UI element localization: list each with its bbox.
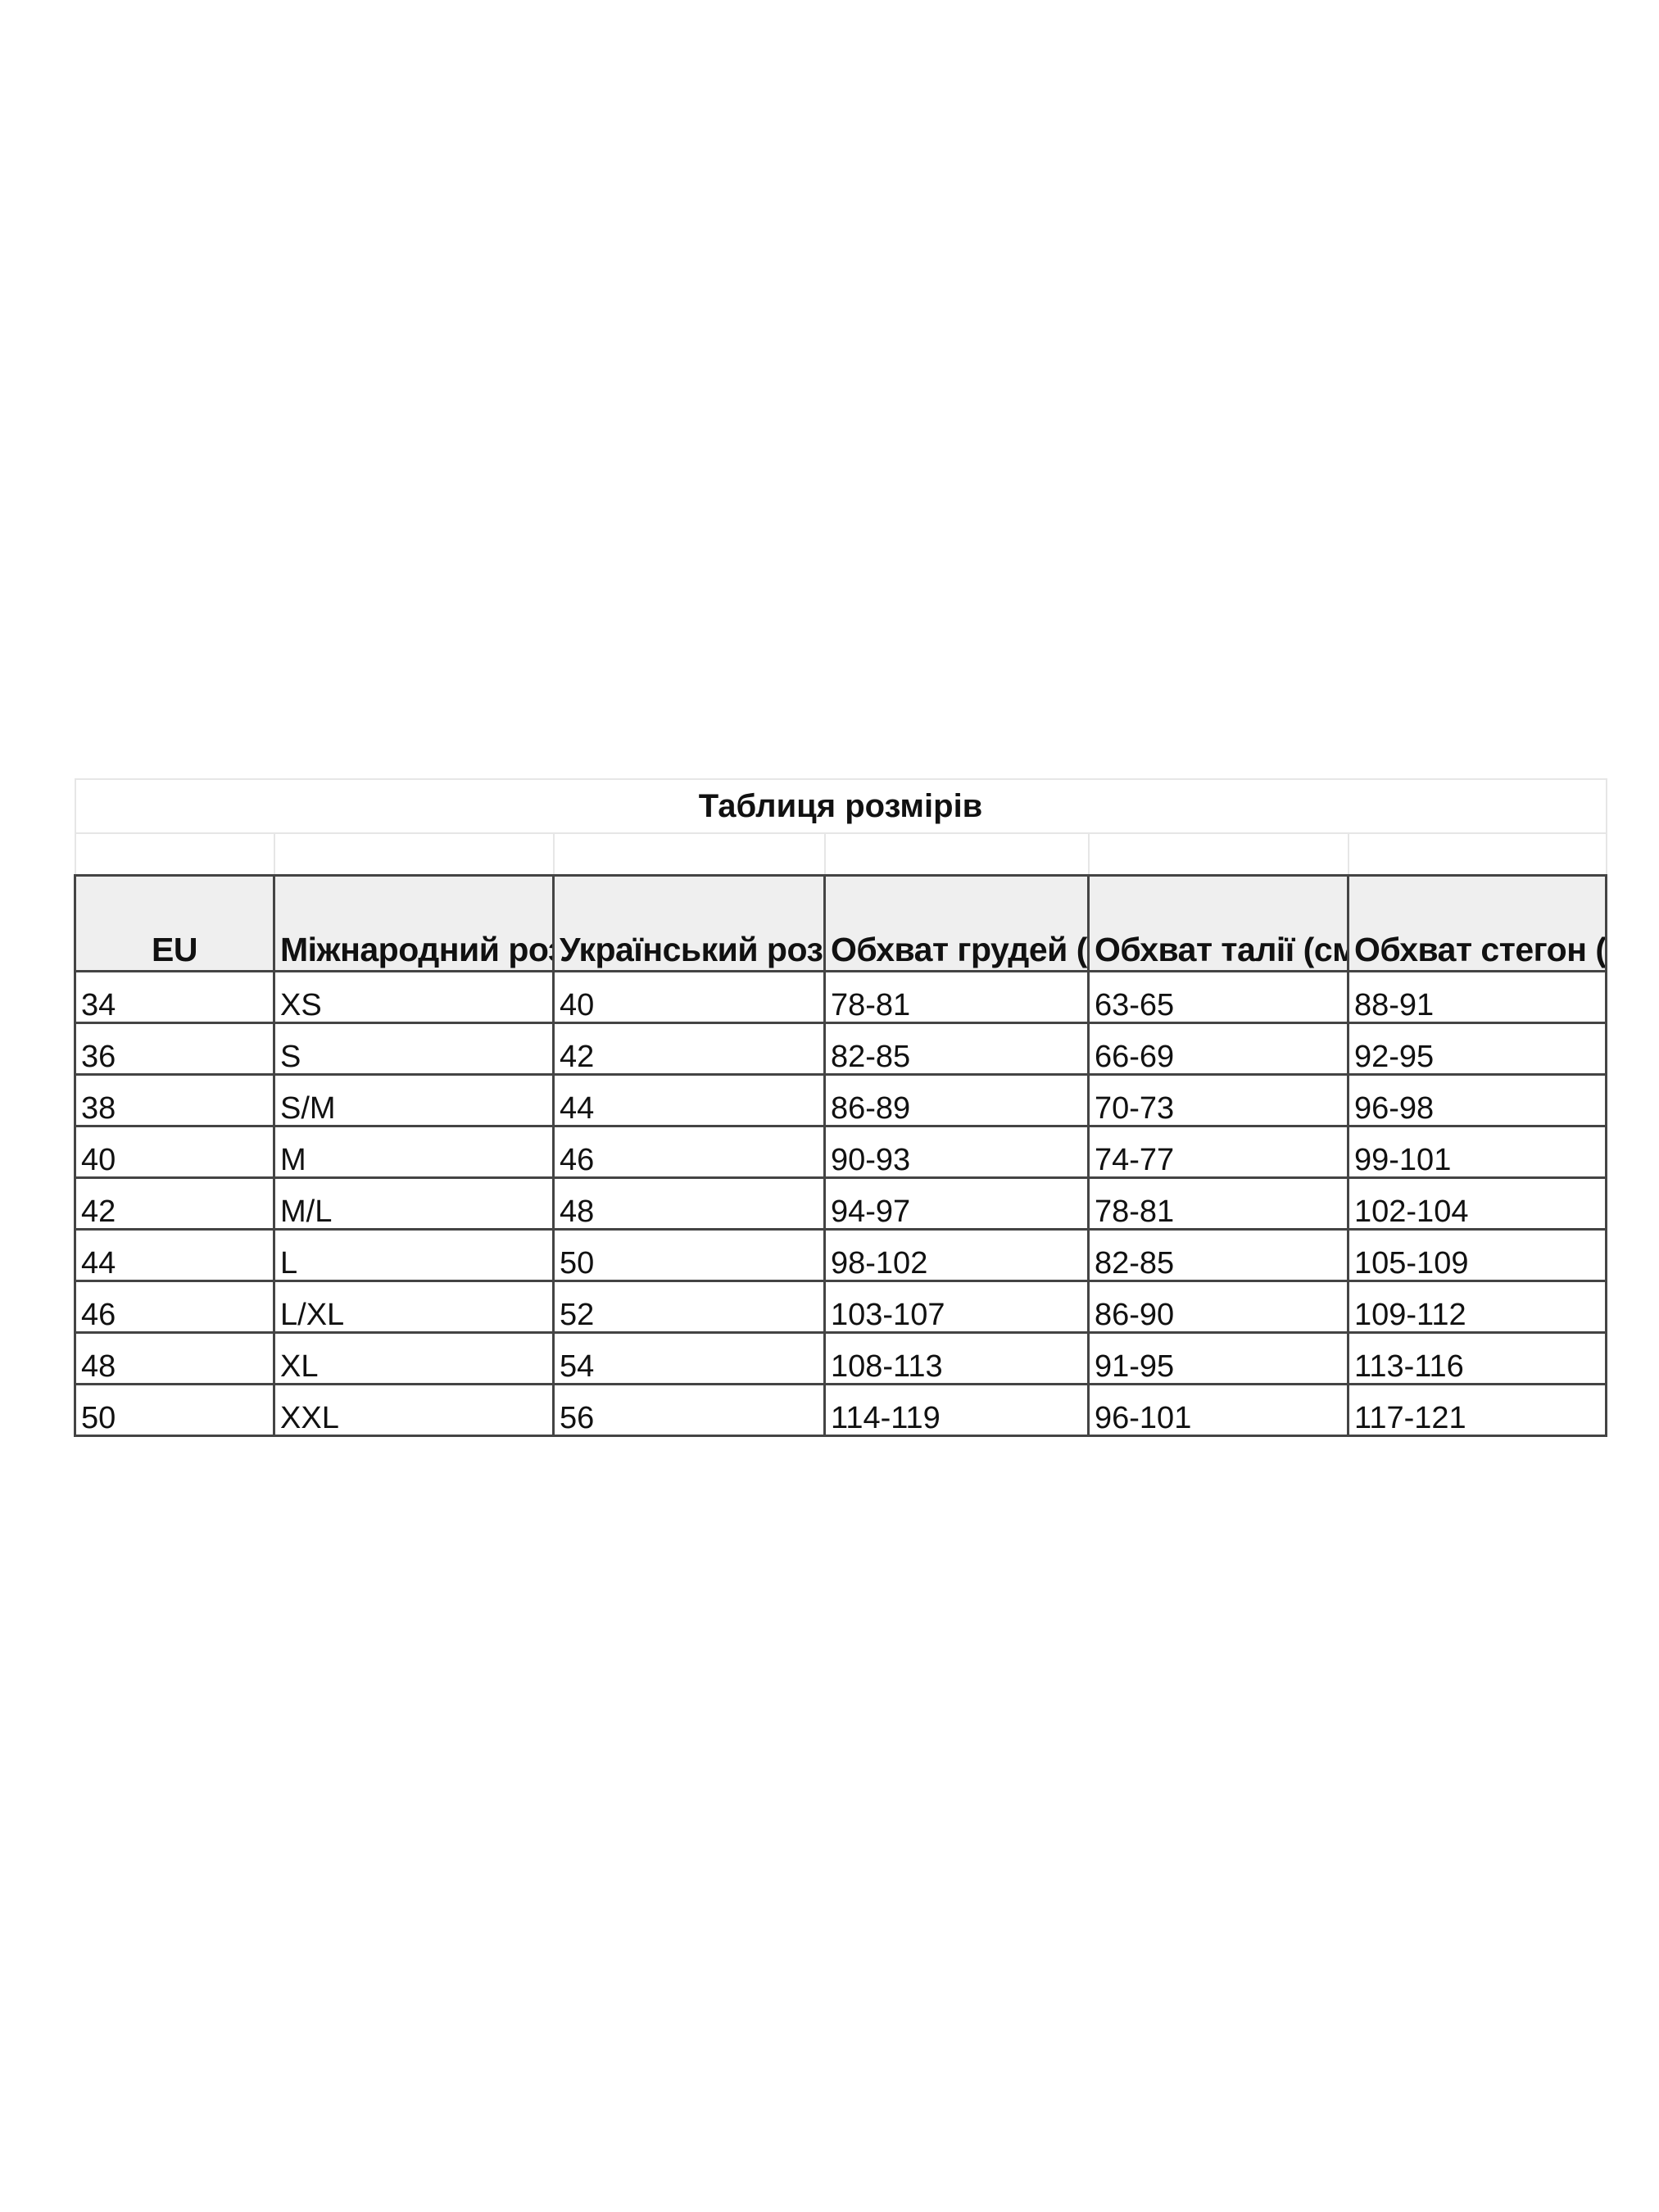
cell-ukrainian: 42 xyxy=(552,1022,826,1076)
size-chart-table: Таблиця розмірів EU Міжнародний розмір У… xyxy=(74,778,1608,1437)
empty-row xyxy=(74,832,1607,877)
table-row: 44 L 50 98-102 82-85 105-109 xyxy=(74,1228,1608,1282)
cell-waist: 91-95 xyxy=(1087,1331,1349,1385)
cell-international: S/M xyxy=(273,1073,555,1127)
cell-international: M xyxy=(273,1125,555,1179)
cell-eu: 34 xyxy=(74,970,275,1024)
cell-hips: 88-91 xyxy=(1346,970,1608,1024)
cell-chest: 82-85 xyxy=(823,1022,1090,1076)
cell-ukrainian: 46 xyxy=(552,1125,826,1179)
cell-waist: 70-73 xyxy=(1087,1073,1349,1127)
table-row: 36 S 42 82-85 66-69 92-95 xyxy=(74,1022,1608,1076)
cell-chest: 98-102 xyxy=(823,1228,1090,1282)
cell-waist: 63-65 xyxy=(1087,970,1349,1024)
cell-chest: 78-81 xyxy=(823,970,1090,1024)
cell-waist: 66-69 xyxy=(1087,1022,1349,1076)
empty-cell xyxy=(1087,832,1349,877)
cell-chest: 94-97 xyxy=(823,1176,1090,1231)
empty-cell xyxy=(273,832,555,877)
header-international-size: Міжнародний розмір xyxy=(273,874,555,972)
cell-chest: 108-113 xyxy=(823,1331,1090,1385)
table-row: 42 M/L 48 94-97 78-81 102-104 xyxy=(74,1176,1608,1231)
header-hips: Обхват стегон (см) xyxy=(1346,874,1608,972)
cell-hips: 105-109 xyxy=(1346,1228,1608,1282)
empty-cell xyxy=(1347,832,1607,877)
cell-hips: 113-116 xyxy=(1346,1331,1608,1385)
table-row: 46 L/XL 52 103-107 86-90 109-112 xyxy=(74,1280,1608,1334)
cell-ukrainian: 44 xyxy=(552,1073,826,1127)
empty-cell xyxy=(823,832,1090,877)
cell-hips: 92-95 xyxy=(1346,1022,1608,1076)
cell-international: XS xyxy=(273,970,555,1024)
cell-international: S xyxy=(273,1022,555,1076)
cell-international: XL xyxy=(273,1331,555,1385)
cell-hips: 99-101 xyxy=(1346,1125,1608,1179)
cell-hips: 117-121 xyxy=(1346,1383,1608,1437)
cell-international: XXL xyxy=(273,1383,555,1437)
cell-eu: 42 xyxy=(74,1176,275,1231)
cell-international: M/L xyxy=(273,1176,555,1231)
header-ukrainian-size: Український розмір xyxy=(552,874,826,972)
cell-chest: 103-107 xyxy=(823,1280,1090,1334)
table-row: 38 S/M 44 86-89 70-73 96-98 xyxy=(74,1073,1608,1127)
cell-eu: 46 xyxy=(74,1280,275,1334)
cell-waist: 82-85 xyxy=(1087,1228,1349,1282)
cell-waist: 74-77 xyxy=(1087,1125,1349,1179)
cell-ukrainian: 54 xyxy=(552,1331,826,1385)
cell-eu: 40 xyxy=(74,1125,275,1179)
cell-hips: 96-98 xyxy=(1346,1073,1608,1127)
cell-hips: 102-104 xyxy=(1346,1176,1608,1231)
cell-ukrainian: 40 xyxy=(552,970,826,1024)
cell-ukrainian: 50 xyxy=(552,1228,826,1282)
cell-eu: 50 xyxy=(74,1383,275,1437)
table-row: 40 M 46 90-93 74-77 99-101 xyxy=(74,1125,1608,1179)
cell-waist: 86-90 xyxy=(1087,1280,1349,1334)
cell-eu: 36 xyxy=(74,1022,275,1076)
cell-chest: 86-89 xyxy=(823,1073,1090,1127)
header-waist: Обхват талії (см) xyxy=(1087,874,1349,972)
cell-international: L xyxy=(273,1228,555,1282)
cell-hips: 109-112 xyxy=(1346,1280,1608,1334)
header-row: EU Міжнародний розмір Український розмір… xyxy=(74,874,1608,972)
table-row: 50 XXL 56 114-119 96-101 117-121 xyxy=(74,1383,1608,1437)
table-title: Таблиця розмірів xyxy=(74,778,1607,834)
cell-chest: 114-119 xyxy=(823,1383,1090,1437)
title-row: Таблиця розмірів xyxy=(74,778,1607,834)
cell-chest: 90-93 xyxy=(823,1125,1090,1179)
empty-cell xyxy=(74,832,275,877)
cell-eu: 44 xyxy=(74,1228,275,1282)
cell-waist: 96-101 xyxy=(1087,1383,1349,1437)
header-eu: EU xyxy=(74,874,275,972)
empty-cell xyxy=(552,832,826,877)
cell-international: L/XL xyxy=(273,1280,555,1334)
cell-eu: 38 xyxy=(74,1073,275,1127)
header-chest: Обхват грудей (см) xyxy=(823,874,1090,972)
cell-ukrainian: 48 xyxy=(552,1176,826,1231)
cell-ukrainian: 56 xyxy=(552,1383,826,1437)
table-row: 34 XS 40 78-81 63-65 88-91 xyxy=(74,970,1608,1024)
cell-waist: 78-81 xyxy=(1087,1176,1349,1231)
cell-eu: 48 xyxy=(74,1331,275,1385)
cell-ukrainian: 52 xyxy=(552,1280,826,1334)
table-row: 48 XL 54 108-113 91-95 113-116 xyxy=(74,1331,1608,1385)
